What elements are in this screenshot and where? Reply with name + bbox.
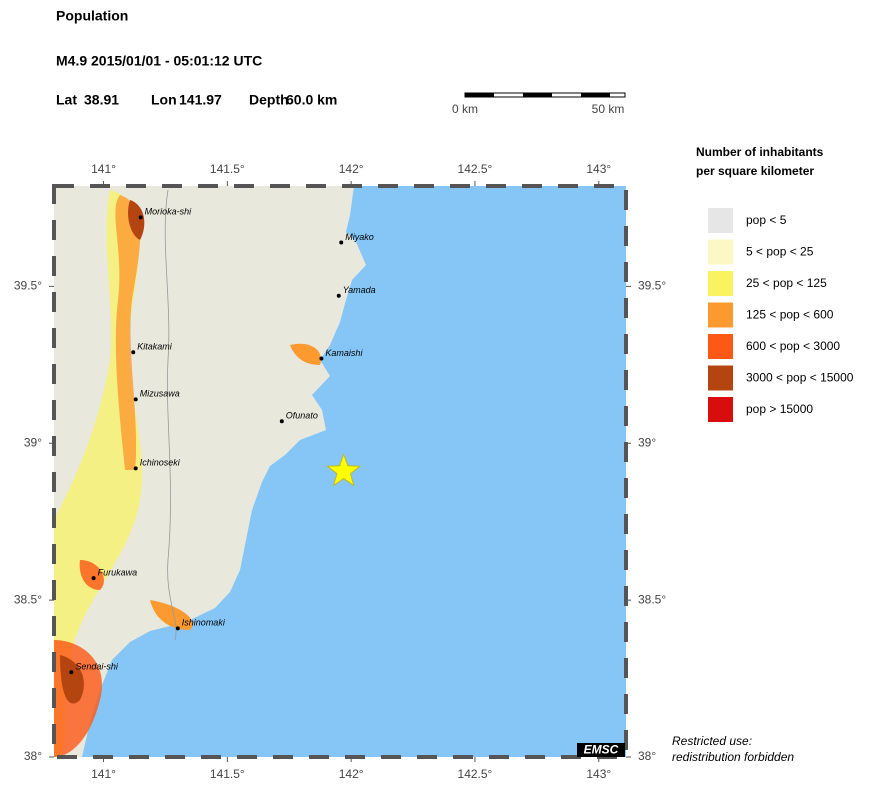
legend-label: 600 < pop < 3000 xyxy=(746,339,840,353)
city-label: Furukawa xyxy=(98,568,138,578)
depth-value: 60.0 km xyxy=(286,92,337,108)
note: Restricted use: xyxy=(672,734,752,748)
city-marker xyxy=(319,356,324,361)
scale-start: 0 km xyxy=(452,102,478,116)
city-label: Morioka-shi xyxy=(145,207,193,217)
city-label: Kitakami xyxy=(137,342,173,352)
city-label: Mizusawa xyxy=(140,389,180,399)
y-tick-label: 38.5° xyxy=(638,592,666,606)
city-label: Ishinomaki xyxy=(182,618,226,628)
y-tick-label: 38° xyxy=(24,749,42,763)
epicenter xyxy=(326,453,362,487)
city-marker xyxy=(336,293,341,298)
city-marker xyxy=(279,419,284,424)
city-marker xyxy=(138,215,143,220)
y-tick-label: 39.5° xyxy=(638,279,666,293)
lon-value: 141.97 xyxy=(179,92,222,108)
legend-label: 3000 < pop < 15000 xyxy=(746,371,854,385)
badge-bg xyxy=(577,743,625,757)
legend-title: Number of inhabitants xyxy=(696,145,824,159)
legend-swatch xyxy=(708,302,733,328)
scale-end: 50 km xyxy=(592,102,625,116)
lat-label: Lat xyxy=(56,92,77,108)
legend-swatch xyxy=(708,208,733,233)
city-marker xyxy=(175,626,180,631)
city-marker xyxy=(131,350,136,355)
event: M4.9 2015/01/01 - 05:01:12 UTC xyxy=(56,53,262,69)
city-label: Miyako xyxy=(345,232,374,242)
note: redistribution forbidden xyxy=(672,750,794,764)
lat-value: 38.91 xyxy=(84,92,119,108)
badge: EMSC xyxy=(584,743,619,757)
title: Population xyxy=(56,8,128,24)
city-label: Yamada xyxy=(343,285,376,295)
x-tick-label: 142.5° xyxy=(458,162,493,176)
city-label: Ofunato xyxy=(286,411,318,421)
x-tick-label: 141° xyxy=(91,767,116,781)
legend: pop < 5 5 < pop < 25 25 < pop < 125 125 < p… xyxy=(708,208,854,422)
legend-label: 25 < pop < 125 xyxy=(746,276,827,290)
x-tick-label: 142° xyxy=(339,767,364,781)
y-tick-label: 39.5° xyxy=(14,279,42,293)
y-tick-label: 39° xyxy=(24,435,42,449)
depth-label: Depth xyxy=(249,92,289,108)
city-marker xyxy=(69,670,74,675)
legend-swatch xyxy=(708,365,733,391)
legend-swatch xyxy=(708,334,733,359)
x-tick-label: 143° xyxy=(586,767,611,781)
legend-swatch xyxy=(708,271,733,296)
city-marker xyxy=(339,240,344,245)
y-tick-label: 38.5° xyxy=(14,592,42,606)
legend-label: pop > 15000 xyxy=(746,402,813,416)
city-marker xyxy=(133,397,138,402)
legend-label: pop < 5 xyxy=(746,213,787,227)
legend-title: per square kilometer xyxy=(696,164,814,178)
x-tick-label: 141.5° xyxy=(210,162,245,176)
x-tick-label: 141° xyxy=(91,162,116,176)
x-tick-label: 143° xyxy=(586,162,611,176)
y-tick-label: 38° xyxy=(638,749,656,763)
x-tick-label: 142.5° xyxy=(458,767,493,781)
lon-label: Lon xyxy=(151,92,177,108)
city-label: Ichinoseki xyxy=(140,458,181,468)
legend-swatch xyxy=(708,397,733,422)
legend-label: 5 < pop < 25 xyxy=(746,245,814,259)
legend-swatch xyxy=(708,239,733,265)
x-tick-label: 142° xyxy=(339,162,364,176)
scale-bar: 0 km 50 km xyxy=(452,92,626,116)
legend-label: 125 < pop < 600 xyxy=(746,308,834,322)
city-marker xyxy=(91,576,96,581)
y-tick-label: 39° xyxy=(638,435,656,449)
city-marker xyxy=(133,466,138,471)
x-tick-label: 141.5° xyxy=(210,767,245,781)
city-label: Kamaishi xyxy=(325,348,363,358)
city-label: Sendai-shi xyxy=(75,662,119,672)
